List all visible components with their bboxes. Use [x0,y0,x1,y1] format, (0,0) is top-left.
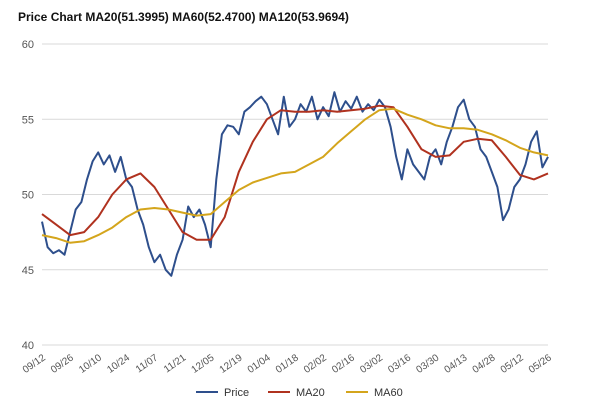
y-tick-label: 45 [22,265,34,277]
x-tick-label: 11/21 [162,352,189,375]
x-tick-label: 12/19 [218,352,245,376]
gridlines [42,43,548,346]
x-tick-label: 02/16 [330,352,357,376]
x-tick-label: 04/28 [471,352,498,376]
y-axis-ticks: 40 45 50 55 60 [22,39,34,352]
x-tick-label: 03/30 [414,352,441,376]
legend: Price MA20 MA60 [196,387,403,399]
x-tick-label: 10/10 [77,352,104,376]
x-tick-label: 03/02 [358,352,385,376]
series-line-ma60 [41,107,549,244]
legend-label-ma20: MA20 [296,387,325,399]
x-tick-label: 05/26 [527,352,554,376]
y-tick-label: 60 [22,39,34,51]
x-axis-ticks: 09/12 09/26 10/10 10/24 11/07 11/21 12/05 12/19… [21,352,554,376]
x-tick-label: 02/02 [302,352,329,376]
y-tick-label: 40 [22,340,34,352]
chart-title: Price Chart MA20(51.3995) MA60(52.4700) … [18,10,349,24]
x-tick-label: 09/12 [21,352,48,376]
x-tick-label: 09/26 [49,352,76,376]
x-tick-label: 03/16 [386,352,413,376]
x-tick-label: 12/05 [190,352,217,376]
x-tick-label: 10/24 [105,352,132,376]
legend-label-ma60: MA60 [374,387,403,399]
y-tick-label: 55 [22,114,34,126]
x-tick-label: 01/18 [274,352,301,376]
x-tick-label: 01/04 [246,352,273,376]
x-tick-label: 11/07 [134,352,161,375]
legend-label-price: Price [224,387,249,399]
series-line-ma20 [41,104,549,241]
series-lines [41,91,549,277]
x-tick-label: 04/13 [443,352,470,376]
x-tick-label: 05/12 [499,352,526,376]
y-tick-label: 50 [22,190,34,202]
